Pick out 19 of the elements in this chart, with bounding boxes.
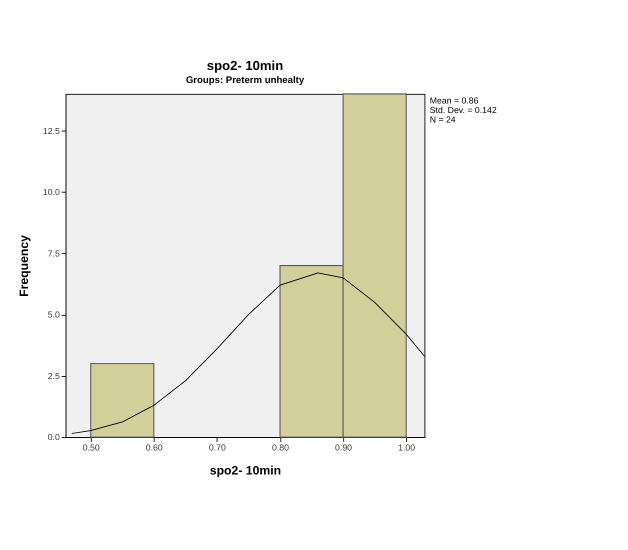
- x-tick-label: 0.60: [146, 442, 163, 453]
- x-axis-title: spo2- 10min: [210, 463, 282, 478]
- x-tick-label: 0.50: [82, 442, 100, 453]
- y-tick-label: 10.0: [42, 187, 60, 198]
- x-tick-label: 0.70: [208, 442, 226, 453]
- text: Mean = 0.86: [430, 96, 479, 106]
- x-tick-label: 0.90: [335, 442, 352, 453]
- y-tick-label: 12.5: [42, 126, 60, 136]
- y-axis-title: Frequency: [16, 234, 31, 297]
- chart-subtitle: Groups: Preterm unhealty: [186, 74, 305, 86]
- chart-title: spo2- 10min: [206, 58, 284, 73]
- y-tick-label: 0.0: [48, 432, 60, 442]
- y-tick-label: 5.0: [48, 310, 60, 320]
- text: N = 24: [430, 114, 456, 125]
- y-tick-label: 7.5: [48, 248, 60, 258]
- text: Std. Dev. = 0.142: [430, 105, 497, 116]
- x-tick-label: 1.00: [398, 442, 416, 453]
- y-tick-label: 2.5: [48, 370, 60, 381]
- x-tick-label: 0.80: [272, 442, 290, 453]
